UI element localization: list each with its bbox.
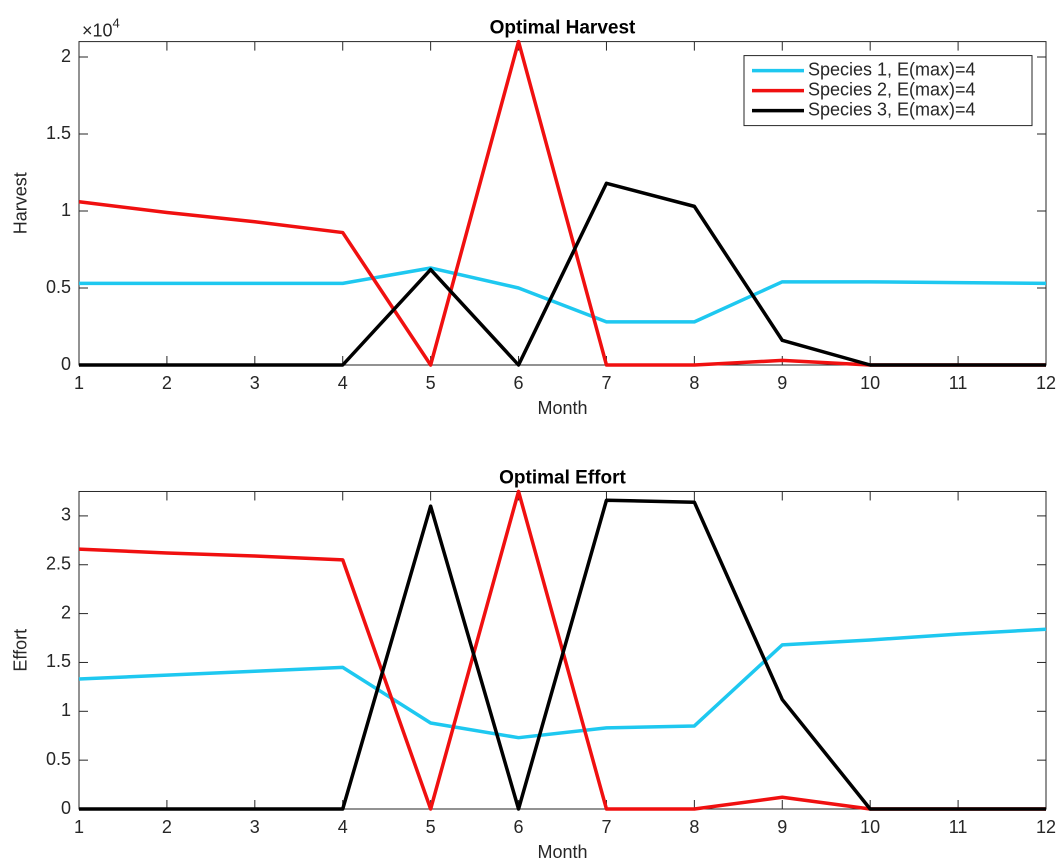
y-axis-label: Harvest bbox=[11, 172, 31, 234]
y-tick-label: 0 bbox=[61, 354, 71, 374]
x-tick-label: 1 bbox=[74, 817, 84, 837]
y-tick-label: 1.5 bbox=[46, 651, 71, 671]
y-tick-label: 0.5 bbox=[46, 749, 71, 769]
x-tick-label: 2 bbox=[162, 817, 172, 837]
series-line bbox=[79, 181, 1046, 367]
legend-label: Species 2, E(max)=4 bbox=[808, 79, 976, 99]
x-tick-label: 10 bbox=[860, 373, 880, 393]
x-tick-label: 10 bbox=[860, 817, 880, 837]
legend-label: Species 1, E(max)=4 bbox=[808, 59, 976, 79]
x-tick-label: 3 bbox=[250, 373, 260, 393]
x-tick-label: 2 bbox=[162, 373, 172, 393]
y-tick-label: 1 bbox=[61, 200, 71, 220]
exponent-power: 4 bbox=[113, 16, 120, 31]
x-tick-label: 8 bbox=[689, 817, 699, 837]
x-tick-label: 9 bbox=[777, 373, 787, 393]
x-tick-label: 7 bbox=[601, 373, 611, 393]
x-tick-label: 4 bbox=[338, 373, 348, 393]
x-tick-label: 1 bbox=[74, 373, 84, 393]
x-tick-label: 11 bbox=[949, 373, 968, 393]
y-tick-label: 3 bbox=[61, 505, 71, 525]
y-tick-label: 1 bbox=[61, 700, 71, 720]
x-tick-label: 12 bbox=[1036, 817, 1056, 837]
chart-title: Optimal Harvest bbox=[490, 18, 636, 39]
x-axis-label: Month bbox=[537, 398, 587, 418]
legend-label: Species 3, E(max)=4 bbox=[808, 99, 976, 119]
y-axis-label: Effort bbox=[11, 629, 31, 672]
series-line bbox=[78, 627, 1047, 740]
exponent-base: ×10 bbox=[82, 20, 113, 40]
x-tick-label: 6 bbox=[514, 817, 524, 837]
series-line bbox=[79, 266, 1047, 324]
x-tick-label: 4 bbox=[338, 817, 348, 837]
y-tick-label: 0 bbox=[61, 798, 71, 818]
x-tick-label: 5 bbox=[426, 817, 436, 837]
y-tick-label: 0.5 bbox=[46, 277, 71, 297]
x-tick-label: 7 bbox=[601, 817, 611, 837]
x-tick-label: 8 bbox=[689, 373, 699, 393]
plot-box bbox=[78, 490, 1047, 810]
x-tick-label: 3 bbox=[250, 817, 260, 837]
y-tick-label: 2.5 bbox=[46, 554, 71, 574]
x-tick-label: 6 bbox=[514, 373, 524, 393]
y-exponent: ×104 bbox=[82, 16, 120, 40]
chart-title: Optimal Effort bbox=[499, 467, 626, 488]
x-tick-label: 9 bbox=[777, 817, 787, 837]
y-tick-label: 1.5 bbox=[46, 123, 71, 143]
x-tick-label: 12 bbox=[1036, 373, 1056, 393]
x-tick-label: 5 bbox=[426, 373, 436, 393]
series-line bbox=[79, 498, 1046, 811]
x-axis-label: Month bbox=[537, 842, 587, 862]
y-tick-label: 2 bbox=[61, 46, 71, 66]
y-tick-label: 2 bbox=[61, 602, 71, 622]
x-tick-label: 11 bbox=[949, 817, 968, 837]
